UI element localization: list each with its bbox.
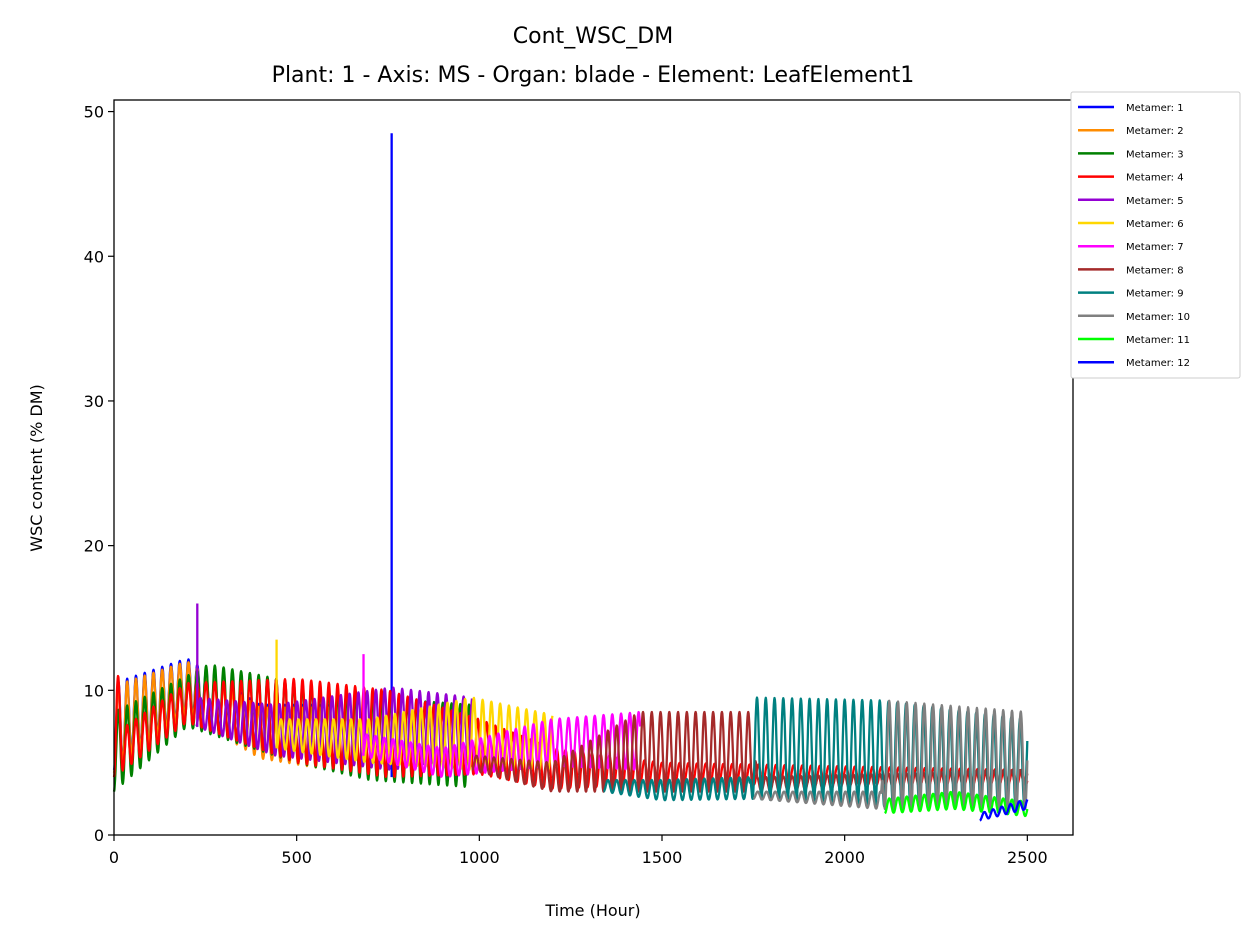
y-tick-label: 50 xyxy=(84,103,104,122)
legend-label-10: Metamer: 10 xyxy=(1126,312,1190,323)
legend-label-11: Metamer: 11 xyxy=(1126,335,1190,346)
x-tick-label: 1000 xyxy=(459,848,500,867)
legend-label-12: Metamer: 12 xyxy=(1126,358,1190,369)
legend: Metamer: 1 Metamer: 2 Metamer: 3 Metamer: 4… xyxy=(1070,91,1241,379)
chart-title: Cont_WSC_DM xyxy=(513,24,673,49)
series-line-12 xyxy=(979,799,1029,822)
y-tick-label: 0 xyxy=(94,826,104,845)
x-tick-label: 1500 xyxy=(642,848,683,867)
legend-label-8: Metamer: 8 xyxy=(1126,265,1184,276)
legend-label-1: Metamer: 1 xyxy=(1126,103,1184,114)
y-axis: 0 10 20 30 40 50 xyxy=(84,103,114,845)
x-axis: 0 500 1000 1500 2000 2500 xyxy=(109,835,1048,867)
legend-frame xyxy=(1070,91,1241,379)
x-tick-label: 2500 xyxy=(1007,848,1048,867)
series-line-11 xyxy=(884,790,1029,818)
y-tick-label: 20 xyxy=(84,537,104,556)
legend-label-5: Metamer: 5 xyxy=(1126,196,1184,207)
legend-label-4: Metamer: 4 xyxy=(1126,173,1184,184)
y-tick-label: 40 xyxy=(84,247,104,266)
x-tick-label: 2000 xyxy=(824,848,865,867)
x-axis-label: Time (Hour) xyxy=(544,901,640,920)
legend-label-6: Metamer: 6 xyxy=(1126,219,1184,230)
axes-frame xyxy=(113,99,1074,836)
y-tick-label: 30 xyxy=(84,392,104,411)
legend-label-7: Metamer: 7 xyxy=(1126,242,1184,253)
chart-subtitle: Plant: 1 - Axis: MS - Organ: blade - Ele… xyxy=(272,63,915,88)
legend-label-3: Metamer: 3 xyxy=(1126,149,1184,160)
y-tick-label: 10 xyxy=(84,681,104,700)
plot-area xyxy=(112,133,1029,822)
legend-label-2: Metamer: 2 xyxy=(1126,126,1184,137)
y-axis-label: WSC content (% DM) xyxy=(27,384,46,551)
x-tick-label: 0 xyxy=(109,848,119,867)
legend-label-9: Metamer: 9 xyxy=(1126,289,1184,300)
series-line-10 xyxy=(752,699,1029,811)
x-tick-label: 500 xyxy=(281,848,312,867)
